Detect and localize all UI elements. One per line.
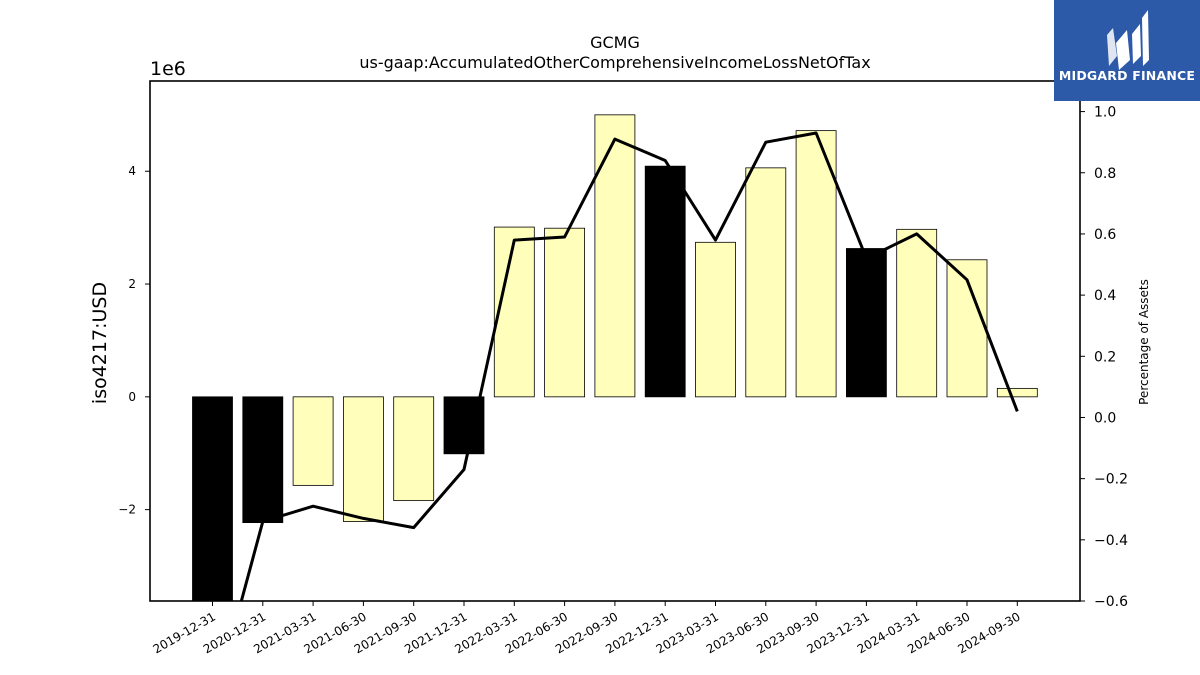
plot-area: −2024−0.6−0.4−0.20.00.20.40.60.81.02019-… (118, 80, 1128, 656)
bar-2020-12-31 (242, 396, 284, 524)
y2-tick-label: −0.4 (1094, 533, 1128, 549)
y-tick-label: 4 (128, 164, 136, 178)
bar-2023-12-31 (846, 248, 887, 398)
bar-2022-09-30 (594, 114, 636, 398)
y2-tick-label: 0.8 (1094, 166, 1116, 182)
y2-tick-label: 0.4 (1094, 288, 1116, 304)
bar-2019-12-31 (192, 396, 233, 602)
y-axis-multiplier: 1e6 (150, 58, 186, 80)
bar-2021-03-31 (292, 396, 334, 486)
y-tick-label: 2 (128, 277, 136, 291)
bar-2024-03-31 (896, 228, 938, 398)
y-tick-label: 0 (128, 390, 136, 404)
y2-tick-label: 1.0 (1094, 105, 1116, 121)
bar-2022-12-31 (644, 165, 686, 398)
bar-2022-06-30 (544, 227, 585, 398)
chart-subtitle: us-gaap:AccumulatedOtherComprehensiveInc… (359, 53, 870, 72)
brand-logo: MIDGARD FINANCE (1054, 0, 1200, 101)
bar-2021-09-30 (393, 396, 435, 502)
bar-2023-06-30 (745, 167, 787, 398)
bar-2023-09-30 (795, 130, 837, 398)
y2-tick-label: 0.6 (1094, 227, 1116, 243)
y-tick-label: −2 (118, 503, 136, 517)
bar-2021-06-30 (342, 396, 384, 522)
chart-title: GCMG (590, 33, 640, 52)
bar-2022-03-31 (493, 226, 535, 398)
y2-tick-label: −0.2 (1094, 472, 1128, 488)
bar-2024-09-30 (996, 387, 1038, 398)
y2-tick-label: −0.6 (1094, 594, 1128, 610)
percentage-line (239, 131, 1019, 601)
brand-name: MIDGARD FINANCE (1058, 68, 1196, 83)
y2-tick-label: 0.2 (1094, 349, 1116, 365)
y2-tick-label: 0.0 (1094, 410, 1116, 426)
midgard-logo-icon (1107, 10, 1149, 70)
y-axis-label: iso4217:USD (89, 282, 111, 404)
bar-2023-03-31 (695, 241, 736, 398)
y2-axis-label: Percentage of Assets (1137, 279, 1151, 405)
